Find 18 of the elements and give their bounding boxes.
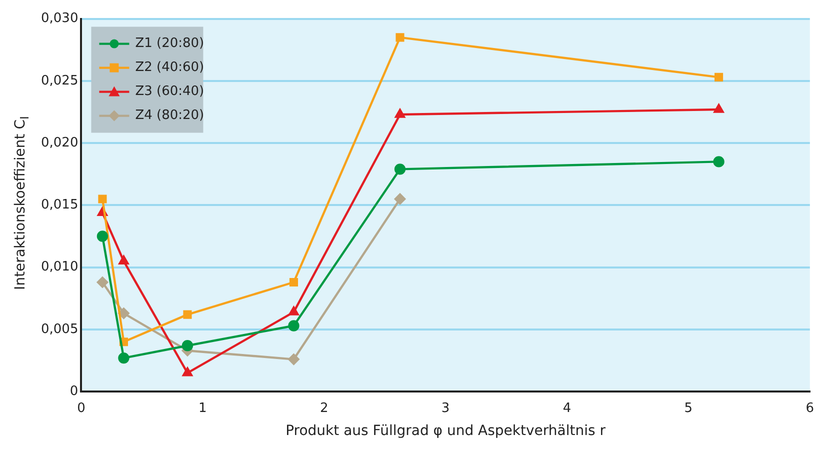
y-tick-label: 0,025 xyxy=(41,73,78,88)
x-tick-label: 3 xyxy=(441,400,450,416)
legend-label: Z4 (80:20) xyxy=(135,108,204,124)
y-tick-label: 0,015 xyxy=(41,198,78,213)
legend-label: Z2 (40:60) xyxy=(135,60,204,76)
y-tick-label: 0,020 xyxy=(41,135,78,150)
y-tick-label: 0,005 xyxy=(41,322,78,337)
x-tick-label: 6 xyxy=(806,400,814,416)
y-tick-label: 0,030 xyxy=(41,11,78,26)
legend-label: Z1 (20:80) xyxy=(135,36,204,52)
x-tick-label: 5 xyxy=(684,400,693,416)
y-tick-label: 0 xyxy=(70,384,78,399)
x-tick-label: 2 xyxy=(320,400,328,416)
x-tick-label: 4 xyxy=(562,400,572,416)
legend-label: Z3 (60:40) xyxy=(135,84,204,100)
y-tick-label: 0,010 xyxy=(41,260,78,275)
x-tick-label: 1 xyxy=(198,400,207,416)
x-axis-title: Produkt aus Füllgrad φ und Aspektverhältnis r xyxy=(286,423,606,440)
